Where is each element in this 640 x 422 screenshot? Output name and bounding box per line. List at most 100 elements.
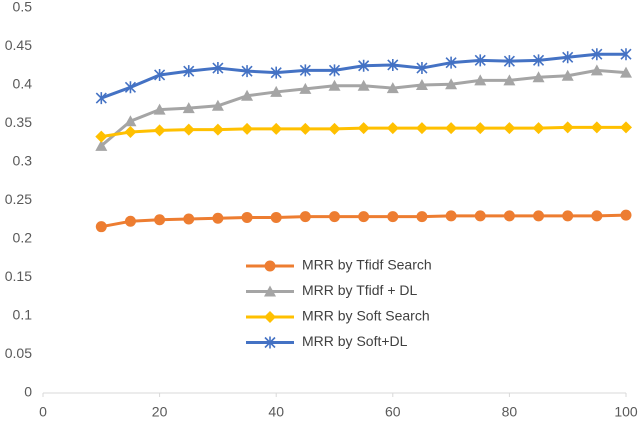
marker [212,62,224,75]
marker [299,82,312,94]
marker [620,48,632,61]
marker [474,210,486,222]
y-tick-label: 0.2 [13,230,33,246]
y-tick-label: 0 [24,384,32,400]
legend-label: MRR by Tfidf Search [302,257,432,273]
marker [503,122,516,135]
marker [183,65,195,78]
marker [357,122,370,135]
marker [211,123,224,136]
marker [445,210,457,222]
marker [620,66,632,78]
x-tick-label: 20 [152,404,168,420]
marker [264,285,276,297]
marker [386,122,399,135]
marker [241,211,253,223]
marker [562,210,574,222]
x-tick-label: 100 [614,404,638,420]
marker [415,79,428,90]
marker [533,210,545,222]
marker [154,68,166,81]
marker [416,211,428,223]
legend-label: MRR by Tfidf + DL [302,282,417,298]
marker [124,125,137,138]
marker [241,122,254,135]
marker [416,62,428,75]
marker [386,82,399,94]
marker [264,311,276,323]
marker [212,212,224,224]
marker [532,122,545,135]
marker [95,92,107,105]
marker [620,121,632,134]
marker [153,124,166,137]
marker [474,54,486,67]
marker [387,211,399,223]
marker [299,122,312,135]
marker [270,85,283,97]
marker [154,214,166,226]
marker [532,54,545,67]
marker [445,56,457,69]
marker [241,65,253,78]
marker [124,115,137,127]
marker [445,122,458,135]
marker [329,211,340,223]
marker [503,55,515,68]
y-tick-label: 0.35 [5,114,32,130]
marker [445,78,458,90]
y-tick-label: 0.5 [13,0,33,15]
marker [474,122,487,135]
y-tick-label: 0.1 [13,307,33,323]
marker [415,122,428,135]
marker [264,336,276,349]
marker [590,64,603,76]
marker [503,74,516,86]
marker [182,123,195,136]
marker [562,51,574,64]
y-tick-label: 0.3 [13,153,33,169]
y-tick-label: 0.45 [5,37,32,53]
marker [328,64,341,77]
marker [264,260,276,272]
marker [358,59,370,72]
marker [270,66,282,79]
marker [561,121,574,134]
marker [124,81,137,94]
marker [591,48,603,61]
marker [357,79,370,91]
x-tick-label: 40 [268,404,284,420]
marker [299,64,311,77]
y-tick-label: 0.25 [5,191,32,207]
marker [241,89,254,101]
x-tick-label: 80 [502,404,518,420]
marker [474,74,487,86]
marker [561,69,574,81]
marker [299,211,311,223]
y-tick-label: 0.15 [5,268,32,284]
marker [182,102,195,114]
marker [590,121,603,134]
legend: MRR by Tfidf Search MRR by Tfidf + DL MRR … [246,257,432,349]
marker [387,58,399,71]
marker [328,122,341,135]
y-tick-label: 0.4 [13,76,33,92]
marker [620,209,632,221]
marker [95,130,108,143]
marker [124,215,136,227]
legend-label: MRR by Soft Search [302,308,430,324]
marker [95,221,107,233]
marker [532,71,545,83]
marker [270,211,282,223]
marker [503,210,515,222]
legend-label: MRR by Soft+DL [302,333,408,349]
y-tick-label: 0.05 [5,345,32,361]
marker [183,213,195,225]
x-tick-label: 0 [39,404,47,420]
marker [591,210,603,222]
marker [211,99,224,111]
marker [270,122,283,135]
marker [328,79,341,91]
marker [358,211,370,223]
